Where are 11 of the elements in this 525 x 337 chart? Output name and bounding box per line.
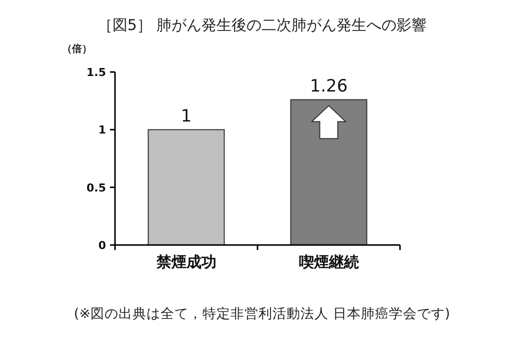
x-tick-label: 禁煙成功 [155,253,216,271]
x-tick-label: 喫煙継続 [298,253,359,271]
y-tick-label: 1.5 [86,66,106,79]
y-tick-label: 1 [98,124,106,137]
data-label: 1.26 [310,76,348,97]
y-tick-label: 0 [98,239,106,252]
chart-title: ［図5］ 肺がん発生後の二次肺がん発生への影響 [97,16,427,34]
text: (※図の出典は全て，特定非営利活動法人 日本肺癌学会です) [74,306,450,322]
data-label: 1 [180,106,192,127]
y-tick-label: 0.5 [86,181,106,194]
y-axis-title: （倍） [62,43,92,55]
